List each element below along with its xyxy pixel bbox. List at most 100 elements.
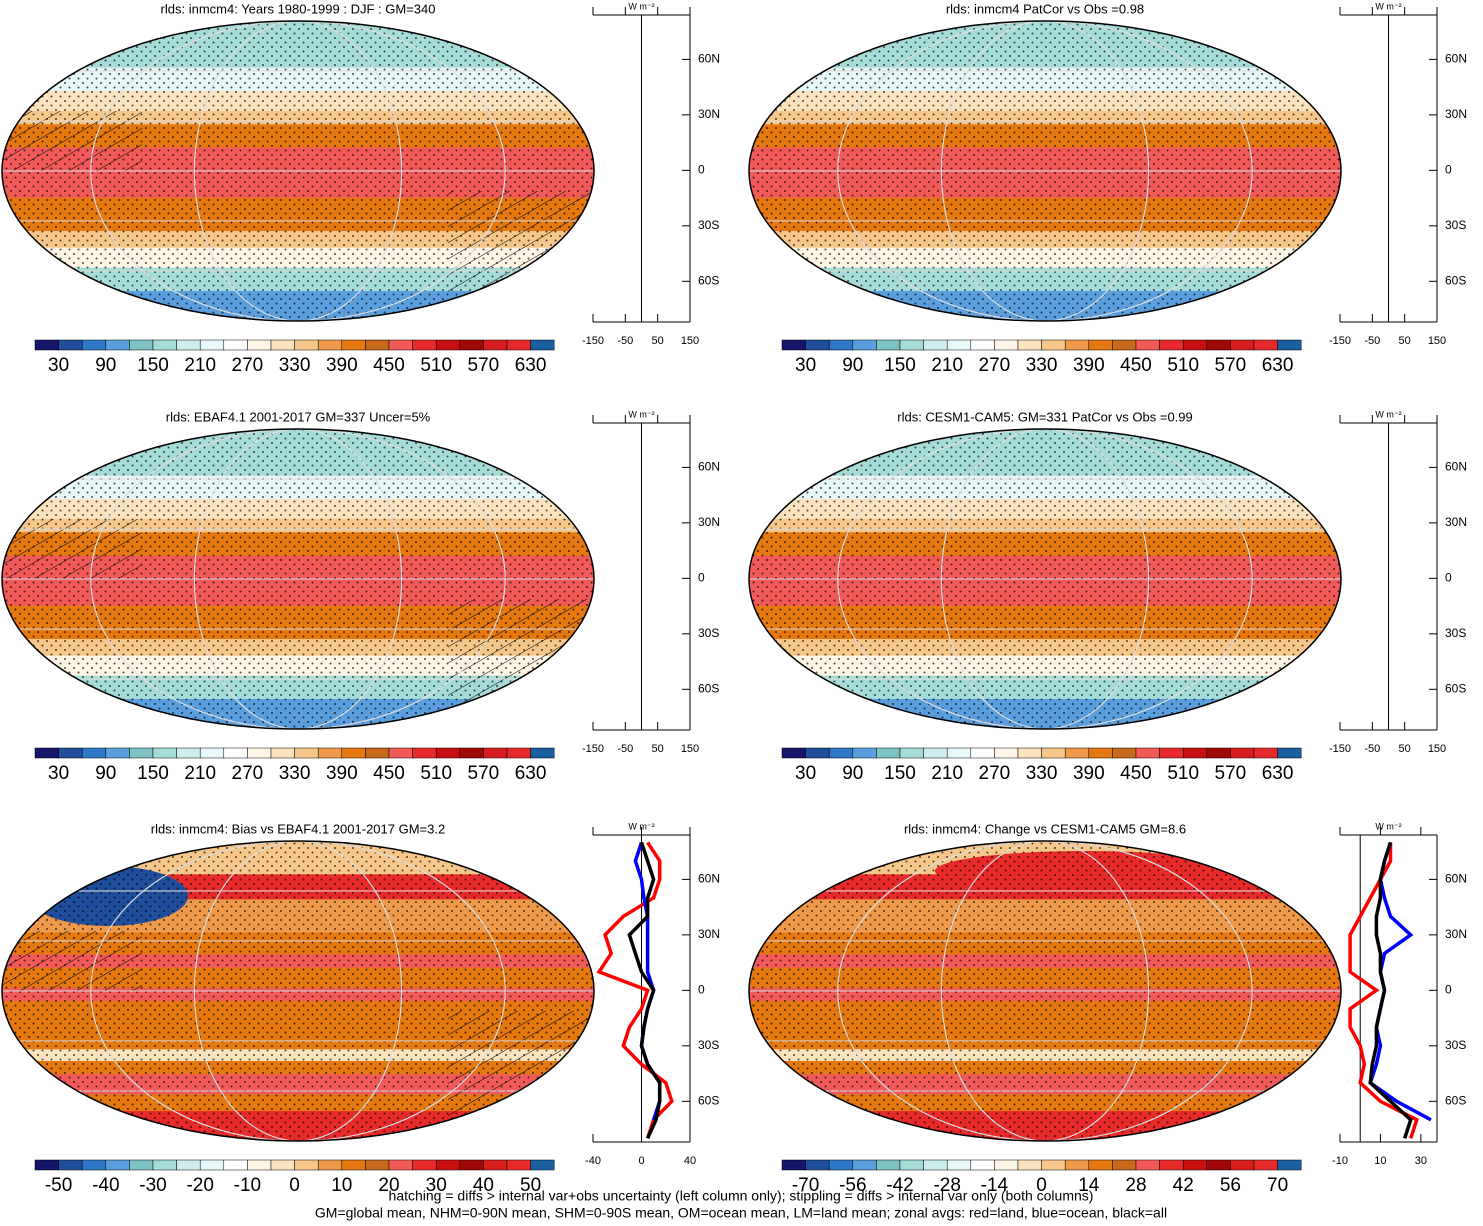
colorbar-label: 210 [931,763,963,784]
graticule [193,21,403,321]
colorbar-label: 0 [289,1175,300,1196]
colorbar-box [105,747,130,759]
x-tick-label: 150 [1428,743,1446,755]
y-tick-label: 30S [698,1038,719,1052]
x-tick-label: 30 [1415,1155,1427,1167]
colorbar-label: 570 [468,355,500,376]
y-tick-label: 0 [698,983,705,997]
y-tick-label: 30S [698,626,719,640]
zonal-line [627,841,662,1140]
unit-label: W m⁻² [628,821,654,831]
colorbar-label: 450 [373,355,405,376]
colorbar-box [1182,1159,1208,1171]
colorbar-label: 270 [232,355,264,376]
colorbar-box [365,1159,390,1171]
y-tick-label: 0 [1445,571,1452,585]
colorbar-box [58,339,83,351]
colorbar-label: 90 [842,355,863,376]
y-tick-label: 60S [1445,273,1466,287]
y-tick-label: 60S [1445,681,1466,695]
colorbar-box [176,1159,201,1171]
colorbar-label: 30 [48,355,69,376]
y-tick-label: 60S [698,681,719,695]
colorbar-label: 510 [1167,763,1199,784]
y-tick-label: 30N [698,927,720,941]
colorbar-box [105,339,130,351]
colorbar-box [152,339,177,351]
colorbar-label: -50 [45,1175,72,1196]
y-tick-label: 30N [1445,107,1467,121]
colorbar-label: 150 [137,763,169,784]
unit-label: W m⁻² [1375,821,1401,831]
colorbar-box [1088,1159,1113,1171]
colorbar-box [1135,747,1160,759]
zonal-line [1368,841,1413,1139]
colorbar-label: 450 [1120,355,1152,376]
map-border [748,20,1342,322]
colorbar-box [483,339,508,351]
colorbar-box [1064,339,1090,351]
colorbar-box [994,1159,1019,1171]
colorbar-label: -28 [933,1175,960,1196]
colorbar-label: 150 [137,355,169,376]
map-border [748,428,1342,730]
graticule [90,21,506,321]
y-tick-label: 60N [1445,52,1467,66]
hatching [448,599,594,709]
y-tick-label: 30S [1445,218,1466,232]
footer-line: hatching = diffs > internal var+obs unce… [389,1188,1094,1204]
colorbar-box [247,1159,272,1171]
colorbar-label: -70 [792,1175,819,1196]
colorbar-label: 330 [1026,355,1058,376]
x-tick-label: 10 [1374,1155,1386,1167]
colorbar-box [1230,339,1255,351]
colorbar-box [923,1159,948,1171]
colorbar-box [459,1159,484,1171]
colorbar-box [530,339,555,351]
colorbar-box [223,747,248,759]
colorbar-box [483,747,508,759]
colorbar-label: 30 [426,1175,447,1196]
colorbar-box [34,747,59,759]
colorbar-box [852,1159,877,1171]
colorbar-label: 390 [326,763,358,784]
x-tick-label: -40 [585,1155,601,1167]
colorbar-box [129,339,154,351]
colorbar-box [365,339,390,351]
unit-label: W m⁻² [1375,409,1401,419]
colorbar-box [1277,339,1302,351]
colorbar-label: 42 [1173,1175,1194,1196]
colorbar-label: 570 [1215,763,1247,784]
colorbar-box [341,747,366,759]
colorbar-box [34,1159,59,1171]
colorbar-label: 630 [515,763,547,784]
colorbar-box [435,747,461,759]
colorbar-box [1017,747,1042,759]
colorbar-box [781,339,806,351]
colorbar-box [152,747,177,759]
colorbar-label: 330 [279,355,311,376]
unit-label: W m⁻² [1375,1,1401,11]
unit-label: W m⁻² [628,1,654,11]
colorbar-label: 330 [1026,763,1058,784]
x-tick-label: 50 [652,743,664,755]
colorbar-box [1064,747,1090,759]
colorbar-label: -56 [839,1175,866,1196]
colorbar-label: 450 [373,763,405,784]
colorbar-label: -30 [139,1175,166,1196]
colorbar-box [247,747,272,759]
colorbar-box [435,1159,461,1171]
x-tick-label: -150 [1329,335,1351,347]
colorbar-box [317,1159,343,1171]
colorbar-box [365,747,390,759]
colorbar-box [176,747,201,759]
y-tick-label: 0 [1445,983,1452,997]
panel: rlds: inmcm4: Bias vs EBAF4.1 2001-2017 … [1,821,720,1196]
footer-line: GM=global mean, NHM=0-90N mean, SHM=0-90… [315,1205,1167,1221]
graticule [940,21,1150,321]
colorbar-box [81,747,107,759]
colorbar-box [388,1159,413,1171]
colorbar-label: 450 [1120,763,1152,784]
colorbar-box [199,339,225,351]
zonal-line [1348,842,1419,1139]
